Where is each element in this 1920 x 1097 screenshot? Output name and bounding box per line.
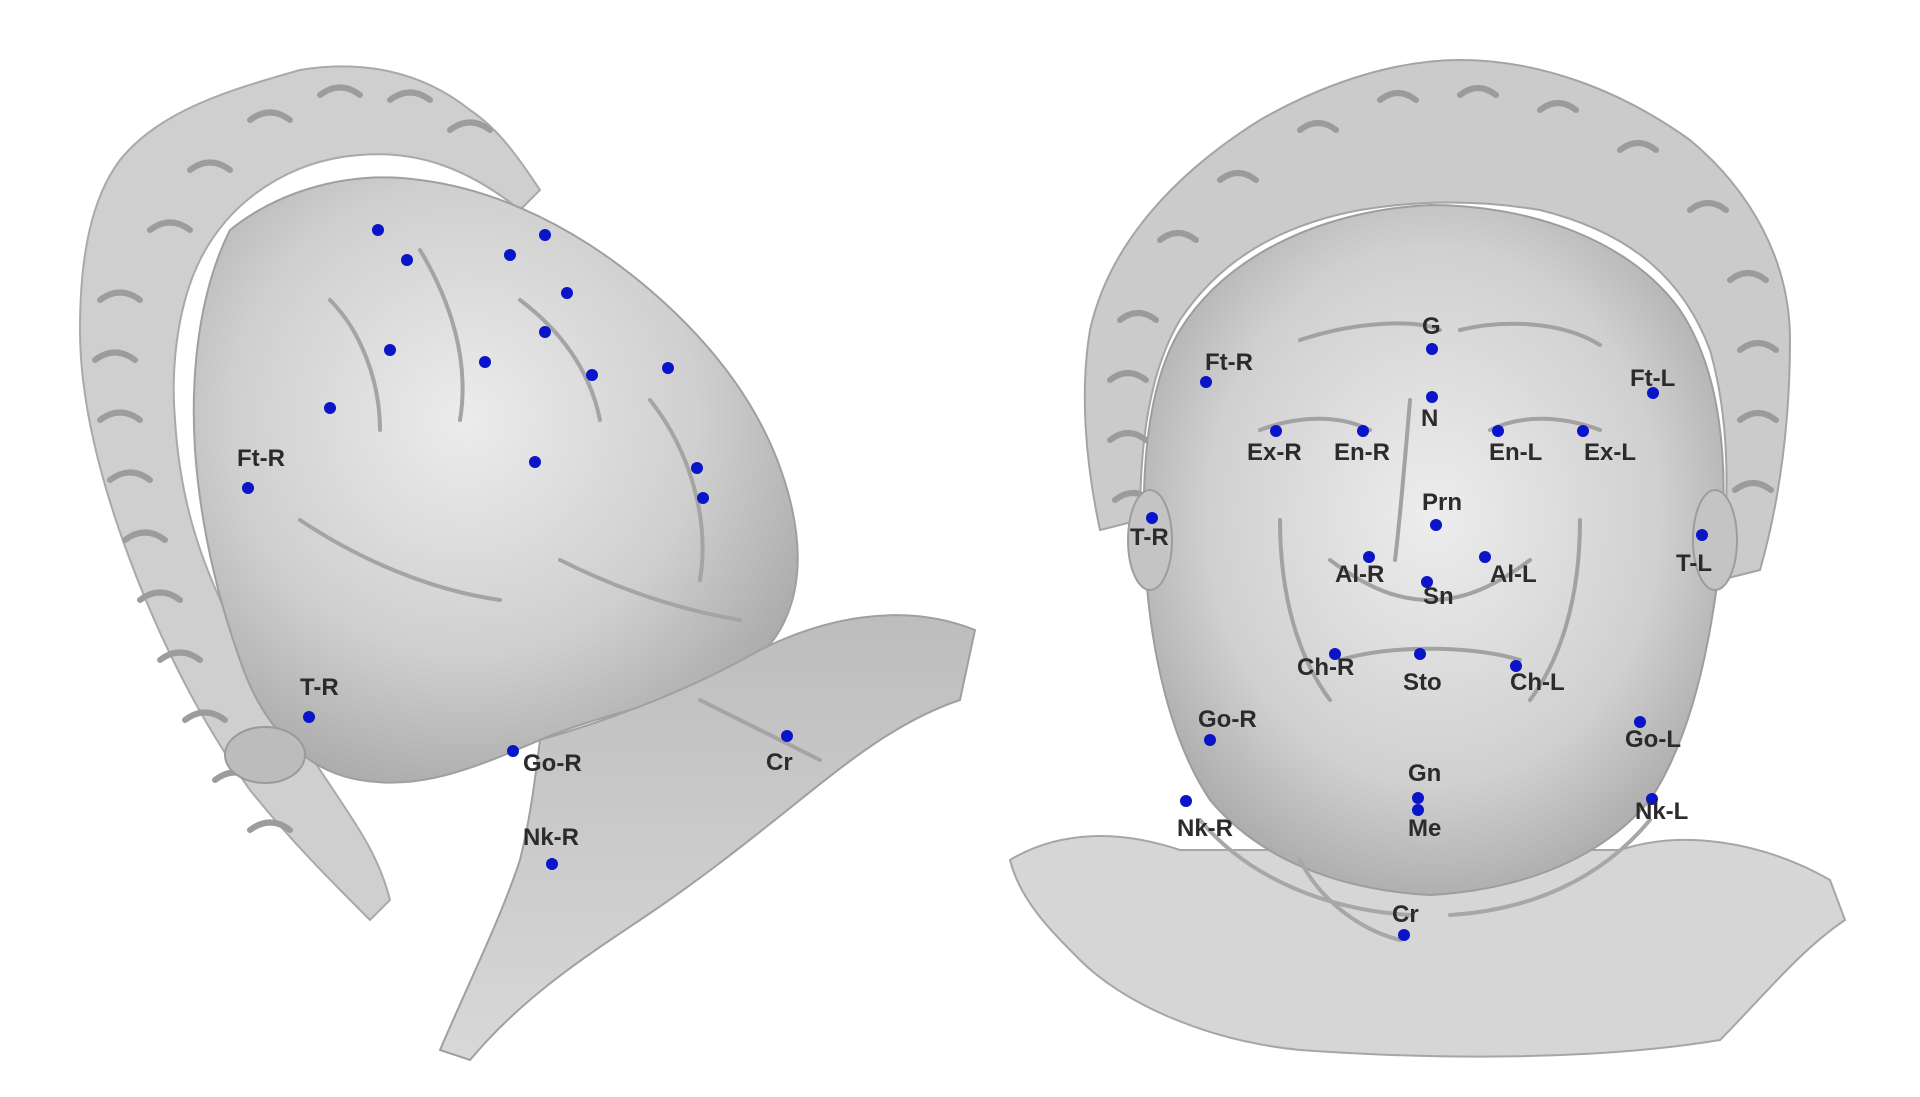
- right-en-l-dot: [1492, 425, 1504, 437]
- right-g-label: G: [1422, 313, 1441, 340]
- left-landmark-dot: [504, 249, 516, 261]
- left-t-r-label: T-R: [300, 674, 339, 701]
- right-ear-l: [1692, 489, 1738, 591]
- left-landmark-dot: [697, 492, 709, 504]
- right-head-scan: [1008, 58, 1847, 1058]
- right-face-mesh: [1142, 203, 1725, 897]
- right-ch-l-label: Ch-L: [1510, 669, 1565, 696]
- right-ch-r-dot: [1329, 648, 1341, 660]
- right-prn-dot: [1430, 519, 1442, 531]
- right-n-label: N: [1421, 405, 1438, 432]
- right-ft-r-label: Ft-R: [1205, 349, 1253, 376]
- left-landmark-dot: [529, 456, 541, 468]
- left-cr-dot: [781, 730, 793, 742]
- right-go-r-label: Go-R: [1198, 706, 1257, 733]
- left-landmark-dot: [662, 362, 674, 374]
- left-facial-landmarks: [324, 224, 709, 504]
- right-face-contours: [1258, 321, 1602, 702]
- right-al-l-dot: [1479, 551, 1491, 563]
- right-ex-l-dot: [1577, 425, 1589, 437]
- left-ft-r-dot: [242, 482, 254, 494]
- left-landmark-dot: [479, 356, 491, 368]
- left-landmark-dot: [384, 344, 396, 356]
- right-sto-label: Sto: [1403, 669, 1442, 696]
- right-n-dot: [1426, 391, 1438, 403]
- left-nk-r-label: Nk-R: [523, 824, 579, 851]
- right-ex-r-label: Ex-R: [1247, 439, 1302, 466]
- right-al-l-label: Al-L: [1490, 561, 1537, 588]
- right-gn-dot: [1412, 792, 1424, 804]
- right-go-r-dot: [1204, 734, 1216, 746]
- right-ft-r-dot: [1200, 376, 1212, 388]
- right-go-l-dot: [1634, 716, 1646, 728]
- left-face-contours: [298, 248, 822, 762]
- left-landmark-dot: [401, 254, 413, 266]
- right-cr-label: Cr: [1392, 901, 1419, 928]
- left-labeled-landmarks: Ft-R T-R Go-R Cr Nk-R: [237, 445, 793, 870]
- right-al-r-dot: [1363, 551, 1375, 563]
- right-nk-l-label: Nk-L: [1635, 798, 1688, 825]
- left-landmark-dot: [539, 229, 551, 241]
- right-ear-r: [1127, 489, 1173, 591]
- left-landmark-dot: [324, 402, 336, 414]
- right-prn-label: Prn: [1422, 489, 1462, 516]
- right-t-r-label: T-R: [1130, 524, 1169, 551]
- right-t-l-dot: [1696, 529, 1708, 541]
- left-neck-mesh: [438, 614, 977, 1062]
- right-en-r-label: En-R: [1334, 439, 1390, 466]
- right-en-l-label: En-L: [1489, 439, 1542, 466]
- right-me-dot: [1412, 804, 1424, 816]
- right-ft-l-dot: [1647, 387, 1659, 399]
- right-neck-shade: [1198, 818, 1652, 942]
- right-braid-ridges: [1107, 85, 1779, 503]
- right-ex-r-dot: [1270, 425, 1282, 437]
- right-ch-r-label: Ch-R: [1297, 654, 1354, 681]
- right-gn-label: Gn: [1408, 760, 1441, 787]
- left-hair-mesh: [78, 65, 542, 922]
- right-ex-l-label: Ex-L: [1584, 439, 1636, 466]
- right-en-r-dot: [1357, 425, 1369, 437]
- right-t-r-dot: [1146, 512, 1158, 524]
- left-landmark-dot: [539, 326, 551, 338]
- right-t-l-label: T-L: [1676, 550, 1712, 577]
- left-go-r-dot: [507, 745, 519, 757]
- left-landmark-dot: [561, 287, 573, 299]
- right-me-label: Me: [1408, 815, 1441, 842]
- right-nk-r-label: Nk-R: [1177, 815, 1233, 842]
- right-ch-l-dot: [1510, 660, 1522, 672]
- left-go-r-label: Go-R: [523, 750, 582, 777]
- right-sn-label: Sn: [1423, 583, 1454, 610]
- left-landmark-dot: [586, 369, 598, 381]
- left-ft-r-label: Ft-R: [237, 445, 285, 472]
- left-landmark-dot: [691, 462, 703, 474]
- left-head-scan: [78, 65, 977, 1062]
- right-nk-l-dot: [1646, 793, 1658, 805]
- right-nk-r-dot: [1180, 795, 1192, 807]
- left-landmark-dot: [372, 224, 384, 236]
- right-labeled-landmarks: G Ft-R Ft-L N Ex-R En-R En-L Ex-L Prn T-…: [1130, 313, 1712, 941]
- left-t-r-dot: [303, 711, 315, 723]
- right-ft-l-label: Ft-L: [1630, 365, 1675, 392]
- right-go-l-label: Go-L: [1625, 726, 1681, 753]
- left-ear: [224, 726, 306, 784]
- right-al-r-label: Al-R: [1335, 561, 1384, 588]
- left-cr-label: Cr: [766, 749, 793, 776]
- right-sn-dot: [1421, 576, 1433, 588]
- right-sto-dot: [1414, 648, 1426, 660]
- right-cr-dot: [1398, 929, 1410, 941]
- right-g-dot: [1426, 343, 1438, 355]
- left-nk-r-dot: [546, 858, 558, 870]
